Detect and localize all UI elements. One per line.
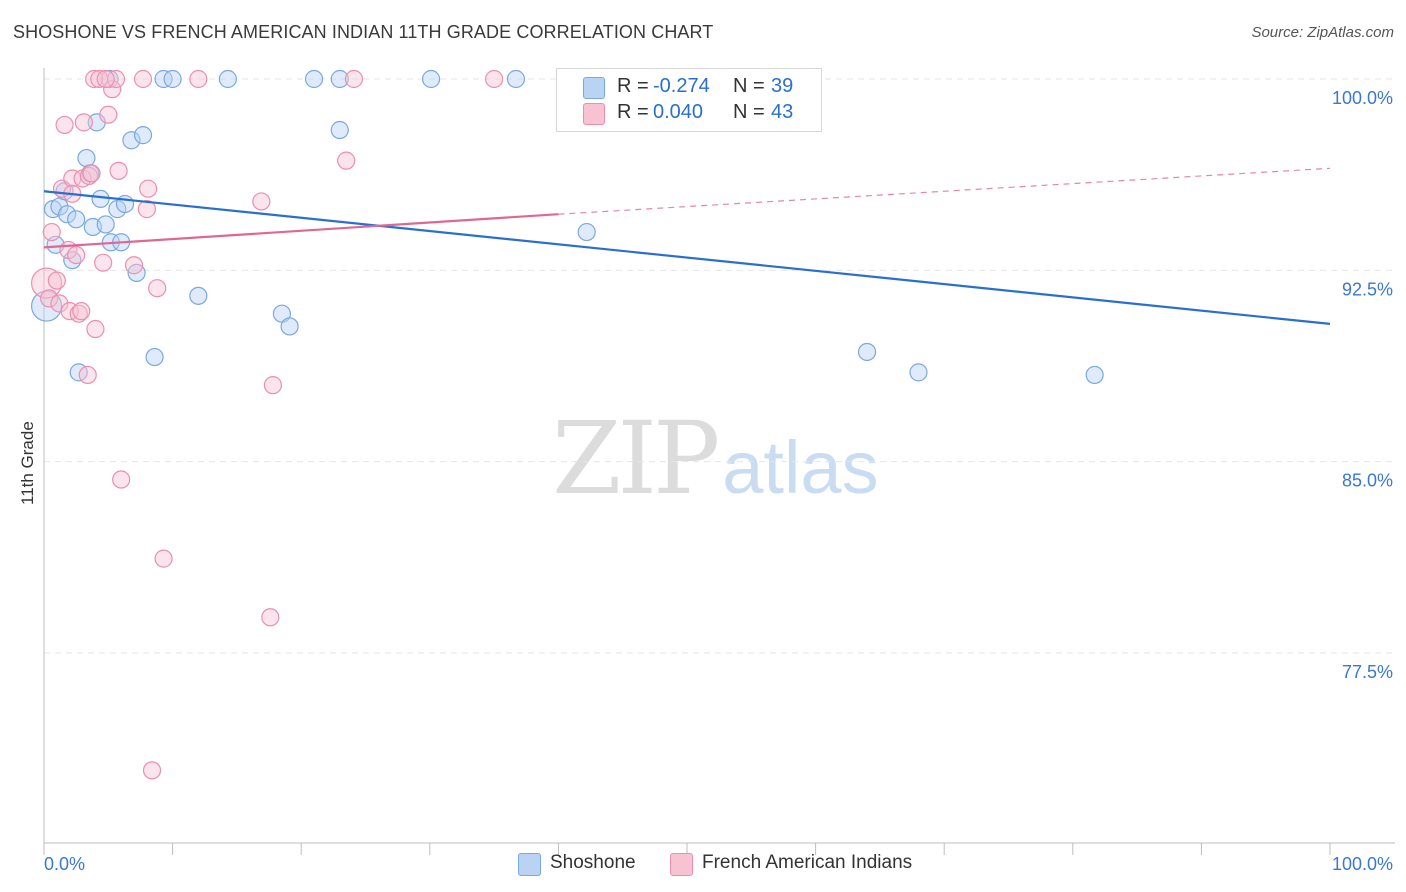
french-point	[263, 376, 283, 395]
source-credit: Source: ZipAtlas.com	[1251, 24, 1394, 41]
french-point	[252, 192, 271, 211]
french-point	[124, 256, 144, 275]
french-point	[142, 761, 162, 780]
french-point	[112, 470, 131, 489]
french-point	[40, 289, 59, 308]
shoshone-point	[857, 342, 877, 362]
shoshone-trend-line	[43, 190, 1331, 326]
french-point	[189, 69, 208, 89]
legend-r-value: 0.040	[653, 101, 704, 123]
french-point	[154, 549, 173, 568]
bottom-legend-swatch-shoshone	[518, 853, 541, 876]
french-point	[42, 222, 61, 242]
french-point	[79, 166, 99, 186]
shoshone-point	[163, 69, 182, 89]
shoshone-point	[96, 215, 115, 234]
french-point	[137, 200, 156, 219]
shoshone-point	[577, 222, 596, 242]
french-trend-line	[43, 213, 559, 249]
watermark-zip: ZIP	[552, 400, 720, 517]
chart-title: SHOSHONE VS FRENCH AMERICAN INDIAN 11TH …	[13, 22, 714, 42]
bottom-legend-label-shoshone: Shoshone	[550, 852, 636, 873]
shoshone-point	[421, 69, 441, 89]
french-point	[148, 279, 167, 298]
y-tick-label: 100.0%	[1332, 88, 1393, 108]
legend-n-value: 43	[771, 101, 794, 123]
french-point	[47, 271, 66, 290]
shoshone-point	[330, 120, 349, 140]
french-point	[96, 69, 115, 89]
legend-n-label: N =	[733, 101, 765, 123]
correlation-legend: R = -0.274 N = 39 R = 0.040 N = 43	[556, 68, 822, 132]
y-tick-label: 77.5%	[1342, 662, 1393, 682]
shoshone-point	[145, 347, 164, 367]
french-point	[337, 151, 356, 170]
shoshone-point	[189, 286, 208, 305]
french-point	[261, 608, 280, 627]
french-point	[109, 161, 128, 180]
french-point	[72, 302, 91, 321]
legend-n-label: N =	[733, 75, 765, 97]
french-point	[133, 69, 153, 89]
legend-r-label: R =	[617, 75, 649, 97]
french-point	[55, 115, 74, 135]
legend-swatch-shoshone	[583, 77, 605, 99]
french-point	[86, 319, 105, 339]
bottom-legend-label-french: French American Indians	[702, 852, 913, 873]
shoshone-point	[58, 205, 77, 224]
french-point	[69, 304, 88, 323]
y-tick-label: 85.0%	[1342, 471, 1393, 491]
shoshone-point	[506, 69, 526, 89]
legend-n-value: 39	[771, 75, 794, 97]
shoshone-point	[280, 317, 299, 336]
shoshone-point	[133, 126, 153, 145]
x-tick-label: 100.0%	[1332, 854, 1393, 874]
shoshone-point	[67, 210, 86, 229]
watermark-atlas: atlas	[722, 426, 879, 509]
shoshone-point	[77, 148, 96, 168]
french-point	[344, 69, 364, 89]
french-point	[94, 253, 113, 272]
french-point	[74, 113, 93, 132]
french-point	[139, 179, 158, 198]
french-point	[103, 80, 122, 99]
legend-r-value: -0.274	[653, 75, 710, 97]
y-axis-label: 11th Grade	[18, 421, 37, 505]
french-point	[50, 294, 69, 313]
french-trend-line-extension	[558, 167, 1331, 215]
x-tick-label: 0.0%	[44, 854, 85, 874]
legend-swatch-french	[583, 103, 605, 125]
french-point	[106, 69, 126, 89]
y-tick-label: 92.5%	[1342, 279, 1393, 299]
french-point	[30, 267, 63, 299]
french-point	[82, 164, 101, 183]
shoshone-point	[218, 69, 237, 89]
shoshone-point	[909, 363, 928, 382]
french-point	[485, 69, 504, 89]
shoshone-point	[91, 189, 110, 209]
shoshone-point	[1085, 365, 1104, 385]
french-point	[67, 245, 86, 265]
bottom-legend-swatch-french	[670, 853, 693, 876]
shoshone-point	[330, 69, 349, 89]
french-point	[78, 365, 97, 385]
french-point	[99, 105, 118, 124]
legend-r-label: R =	[617, 101, 649, 123]
shoshone-point	[122, 131, 141, 150]
shoshone-point	[304, 69, 324, 89]
watermark: ZIPatlas	[552, 400, 879, 517]
